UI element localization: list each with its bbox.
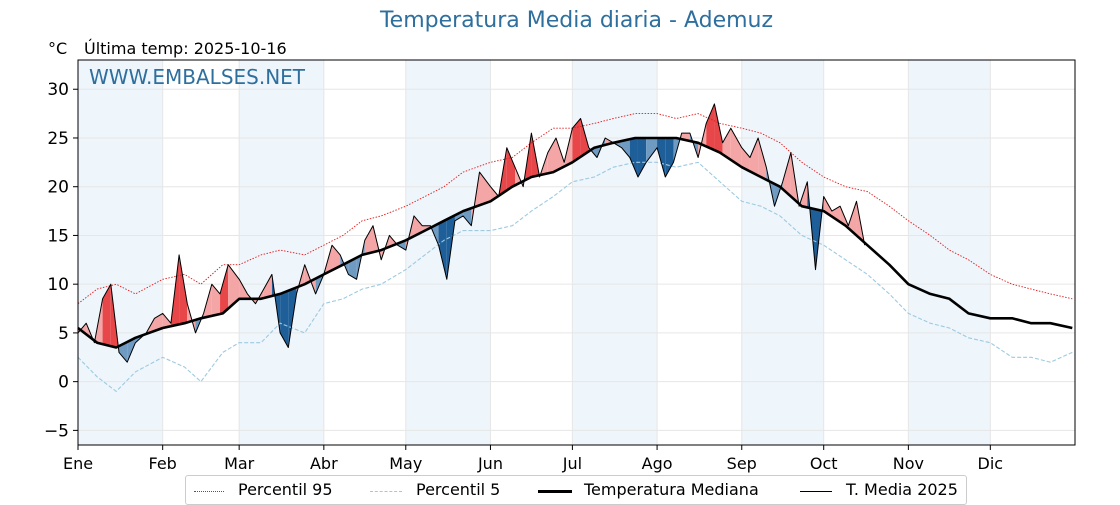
anomaly-above-fill	[263, 274, 272, 299]
month-band-sep	[741, 60, 824, 445]
anomaly-below-fill	[646, 137, 658, 163]
last-temp-label: Última temp: 2025-10-16	[84, 39, 287, 58]
anomaly-above-fill	[572, 118, 581, 163]
legend-line-p5	[370, 491, 402, 492]
anomaly-above-fill	[782, 152, 791, 197]
anomaly-above-fill	[758, 137, 767, 180]
y-tick-label: 5	[58, 324, 69, 344]
anomaly-above-fill	[490, 186, 499, 202]
anomaly-above-fill	[698, 123, 707, 158]
anomaly-above-fill	[162, 313, 171, 329]
y-tick-label: 20	[47, 178, 69, 198]
anomaly-above-fill	[179, 254, 188, 325]
series-line-current	[77, 103, 866, 363]
anomaly-above-fill	[749, 137, 759, 176]
legend-line-median	[538, 490, 572, 493]
x-tick-label: Dic	[978, 454, 1004, 473]
anomaly-below-fill	[127, 337, 136, 363]
x-tick-label: May	[389, 454, 422, 473]
anomaly-above-fill	[471, 172, 480, 226]
series-lines	[77, 103, 1073, 393]
anomaly-above-fill	[364, 225, 374, 255]
x-tick-label: Sep	[727, 454, 757, 473]
x-tick-label: Jun	[477, 454, 503, 473]
anomaly-below-fill	[629, 137, 638, 177]
series-line-p5	[77, 161, 1073, 393]
y-tick-label: 15	[47, 226, 69, 246]
anomaly-above-fill	[848, 201, 857, 236]
series-line-median	[77, 136, 1073, 349]
x-tick-label: Ago	[642, 454, 673, 473]
month-bands	[78, 60, 991, 445]
x-tick-label: Feb	[149, 454, 177, 473]
anomaly-above-fill	[506, 147, 516, 191]
anomaly-above-fill	[187, 303, 196, 333]
anomaly-above-fill	[479, 172, 491, 206]
anomaly-above-fill	[580, 118, 589, 157]
anomaly-above-fill	[730, 128, 742, 168]
y-tick-label: −5	[44, 421, 69, 441]
gridlines	[77, 60, 1075, 445]
legend-label-p5: Percentil 5	[416, 480, 501, 499]
y-tick-label: 0	[58, 373, 69, 393]
month-band-ene	[78, 60, 163, 445]
anomaly-above-fill	[413, 215, 423, 237]
x-tick-label: Abr	[310, 454, 338, 473]
y-tick-label: 10	[47, 275, 69, 295]
watermark: WWW.EMBALSES.NET	[89, 65, 306, 89]
anomaly-below-fill	[807, 181, 816, 270]
plot-frame	[77, 59, 1076, 446]
axes: −5 0 5 10 15 20 25 30 Ene Feb Mar Abr May Jun Jul Ago Se…	[44, 59, 1076, 473]
legend-line-p95	[194, 491, 224, 492]
anomaly-above-fill	[239, 279, 248, 299]
month-band-mar	[239, 60, 324, 445]
y-tick-label: 25	[47, 129, 69, 149]
anomaly-above-fill	[220, 264, 229, 315]
y-unit-label: °C	[48, 39, 68, 58]
anomaly-above-fill	[556, 137, 565, 171]
anomaly-below-fill	[438, 219, 447, 280]
anomaly-above-fill	[547, 137, 557, 174]
legend: Percentil 95 Percentil 5 Temperatura Med…	[185, 475, 967, 505]
legend-label-current: T. Media 2025	[846, 480, 958, 499]
x-tick-label: Jul	[562, 454, 582, 473]
anomaly-below-fill	[280, 290, 289, 348]
anomaly-above-fill	[714, 103, 723, 155]
legend-line-current	[800, 491, 832, 492]
anomaly-above-fill	[722, 128, 731, 160]
anomaly-below-fill	[621, 139, 630, 158]
x-tick-label: Mar	[224, 454, 255, 473]
x-tick-label: Nov	[893, 454, 924, 473]
anomaly-above-fill	[706, 103, 715, 151]
month-band-nov	[908, 60, 991, 445]
legend-label-p95: Percentil 95	[238, 480, 333, 499]
anomaly-below-fill	[348, 257, 357, 280]
anomaly-below-fill	[657, 137, 666, 177]
anomaly-below-fill	[637, 137, 647, 177]
legend-label-median: Temperatura Mediana	[584, 480, 759, 499]
anomaly-above-fill	[102, 284, 111, 347]
chart-title: Temperatura Media diaria - Ademuz	[379, 8, 774, 33]
anomaly-above-fill	[741, 147, 750, 172]
y-tick-label: 30	[47, 80, 69, 100]
anomaly-below-fill	[463, 208, 472, 226]
month-band-jul	[572, 60, 658, 445]
x-tick-label: Ene	[63, 454, 93, 473]
anomaly-above-fill	[154, 313, 163, 331]
anomaly-below-fill	[118, 341, 128, 363]
x-tick-label: Oct	[810, 454, 838, 473]
anomaly-above-fill	[332, 245, 341, 271]
anomaly-below-fill	[665, 137, 674, 177]
